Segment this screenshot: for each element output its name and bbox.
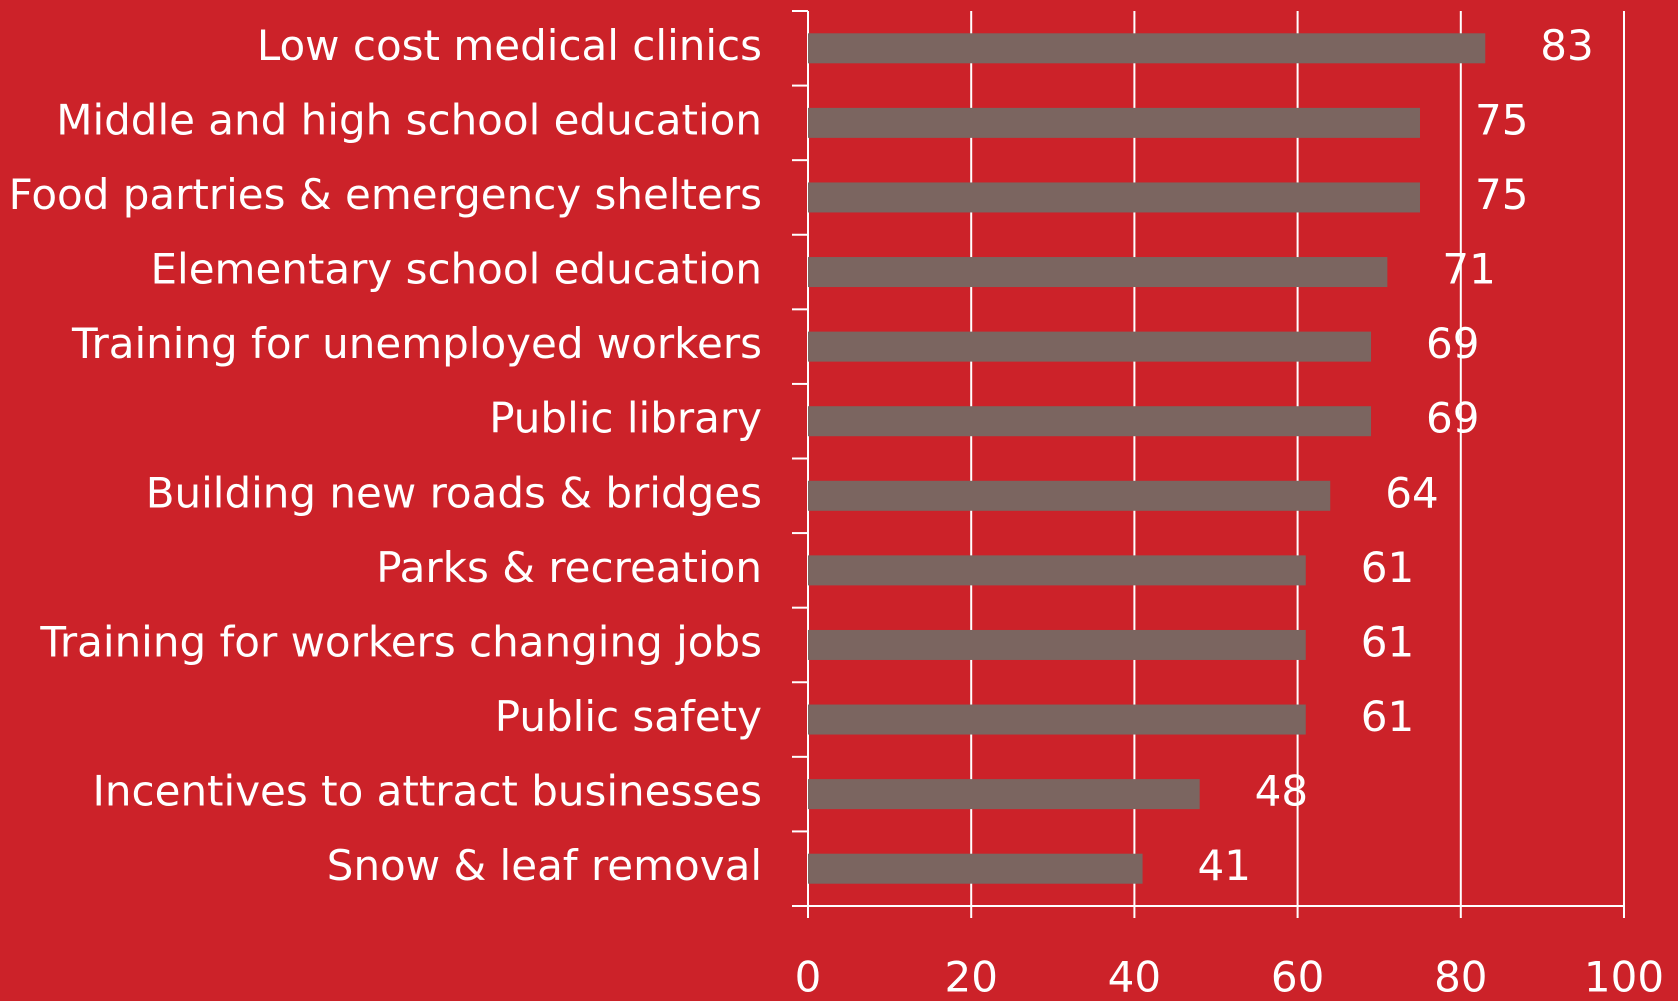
value-label: 41 [1198,841,1251,890]
bar [808,182,1420,213]
x-tick-label: 0 [795,953,822,1001]
y-tick-label: Public library [489,394,762,443]
y-tick-label: Low cost medical clinics [257,21,762,70]
bar [808,629,1306,660]
y-tick-label: Training for workers changing jobs [39,617,762,666]
bar [808,33,1486,64]
value-label: 69 [1426,319,1479,368]
value-label: 75 [1475,95,1528,144]
y-tick-label: Middle and high school education [56,95,762,144]
x-tick-label: 80 [1434,953,1487,1001]
y-tick-label: Food partries & emergency shelters [9,170,762,219]
y-tick-label: Building new roads & bridges [146,468,762,517]
y-tick-label: Elementary school education [150,245,762,294]
bar [808,480,1331,511]
y-tick-label: Incentives to attract businesses [93,767,763,816]
value-label: 48 [1255,767,1308,816]
value-label: 61 [1361,692,1414,741]
value-label: 64 [1385,468,1438,517]
value-label: 75 [1475,170,1528,219]
value-label: 69 [1426,394,1479,443]
y-tick-label: Snow & leaf removal [327,841,762,890]
bar [808,853,1143,884]
bar [808,704,1306,735]
y-tick-label: Public safety [495,692,762,741]
x-tick-label: 20 [944,953,997,1001]
value-label: 83 [1540,21,1593,70]
x-tick-label: 60 [1271,953,1324,1001]
bar [808,555,1306,586]
y-tick-label: Parks & recreation [376,543,762,592]
x-tick-label: 40 [1108,953,1161,1001]
value-label: 61 [1361,617,1414,666]
bar [808,331,1372,362]
y-tick-label: Training for unemployed workers [71,319,762,368]
bar [808,779,1200,810]
x-tick-label: 100 [1584,953,1664,1001]
value-label: 61 [1361,543,1414,592]
bar [808,107,1420,138]
bar [808,406,1372,437]
bar [808,257,1388,288]
value-label: 71 [1442,245,1495,294]
